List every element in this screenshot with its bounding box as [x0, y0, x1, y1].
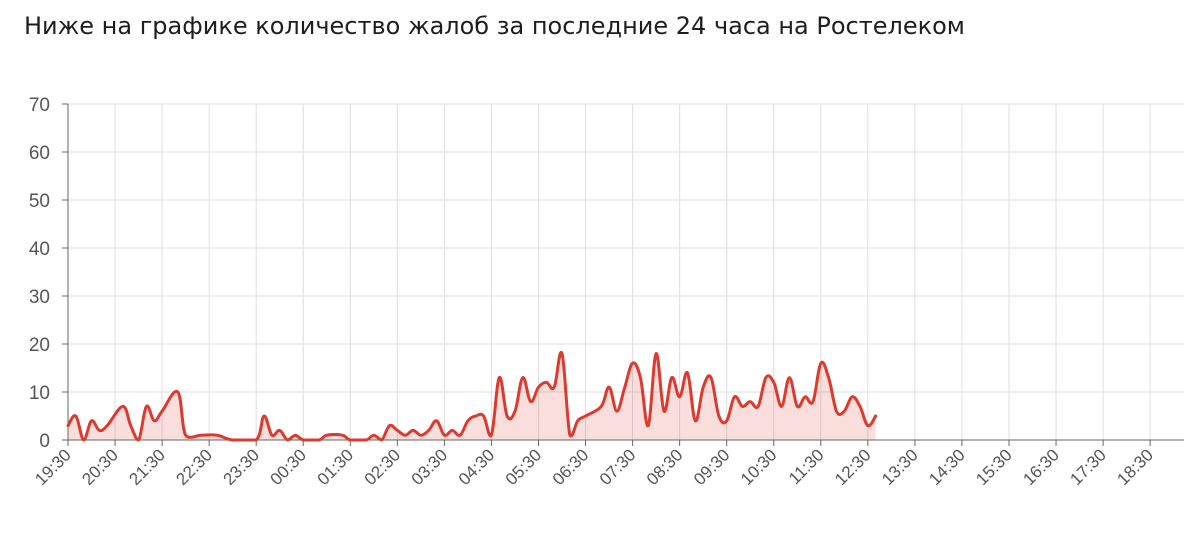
x-tick-label: 11:30	[785, 445, 828, 488]
x-tick-label: 13:30	[878, 445, 922, 489]
y-tick-label: 10	[29, 383, 50, 404]
x-tick-label: 15:30	[972, 445, 1016, 489]
x-tick-label: 09:30	[690, 445, 734, 489]
x-tick-label: 06:30	[549, 445, 593, 489]
y-tick-label: 30	[29, 287, 50, 308]
x-tick-label: 03:30	[408, 445, 452, 489]
x-tick-label: 10:30	[737, 445, 781, 489]
x-tick-label: 21:30	[125, 445, 169, 489]
x-tick-label: 19:30	[31, 445, 75, 489]
x-tick-label: 07:30	[596, 445, 640, 489]
x-tick-label: 22:30	[172, 445, 216, 489]
x-tick-label: 16:30	[1019, 445, 1063, 489]
y-tick-label: 50	[29, 191, 50, 212]
series-line	[66, 350, 878, 442]
x-tick-label: 04:30	[455, 445, 499, 489]
x-tick-label: 08:30	[643, 445, 687, 489]
chart-title: Ниже на графике количество жалоб за посл…	[24, 12, 965, 40]
y-tick-label: 20	[29, 335, 50, 356]
x-tick-label: 18:30	[1113, 445, 1157, 489]
x-tick-label: 05:30	[502, 445, 546, 489]
x-tick-label: 12:30	[831, 445, 875, 489]
x-tick-label: 00:30	[267, 445, 311, 489]
x-tick-label: 23:30	[220, 445, 264, 489]
x-tick-label: 17:30	[1066, 445, 1110, 489]
x-tick-label: 20:30	[78, 445, 122, 489]
series-area-fill	[68, 352, 876, 440]
y-tick-label: 70	[29, 95, 50, 116]
x-tick-label: 01:30	[314, 445, 358, 489]
x-tick-label: 14:30	[925, 445, 969, 489]
x-tick-label: 02:30	[361, 445, 405, 489]
y-tick-label: 0	[39, 431, 50, 452]
y-tick-label: 40	[29, 239, 50, 260]
y-tick-label: 60	[29, 143, 50, 164]
